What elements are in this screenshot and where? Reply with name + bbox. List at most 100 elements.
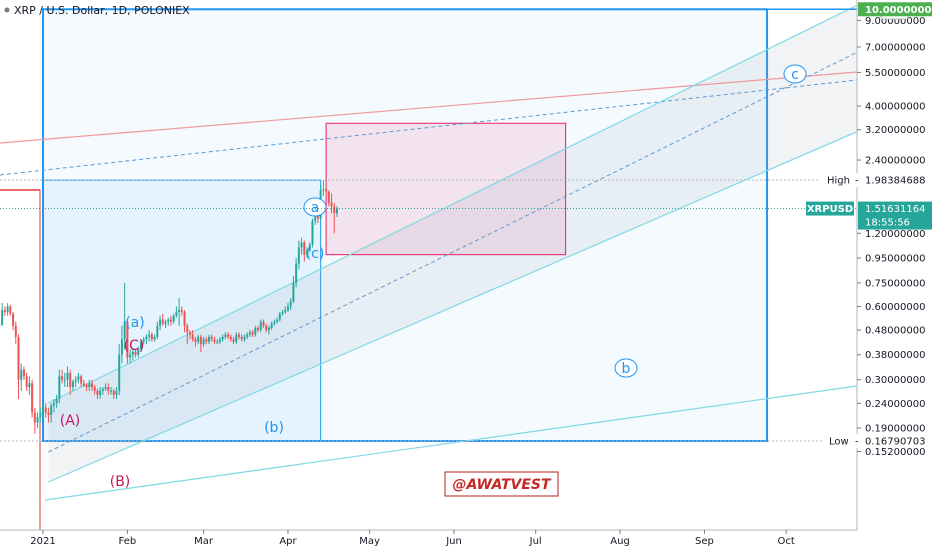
candle[interactable] [12, 311, 15, 331]
candle[interactable] [243, 334, 246, 342]
candle[interactable] [134, 349, 137, 358]
candle[interactable] [164, 319, 167, 328]
candle[interactable] [25, 372, 28, 391]
candle[interactable] [197, 334, 200, 345]
candle[interactable] [278, 311, 281, 322]
candle[interactable] [93, 385, 96, 395]
candle[interactable] [188, 330, 191, 340]
candle[interactable] [330, 193, 333, 214]
candle[interactable] [178, 298, 181, 326]
candle[interactable] [47, 407, 50, 423]
candle[interactable] [145, 334, 148, 345]
candle[interactable] [101, 387, 104, 395]
candle[interactable] [66, 366, 69, 388]
candle[interactable] [104, 383, 107, 391]
candle[interactable] [71, 379, 74, 391]
candle[interactable] [115, 387, 118, 399]
candle[interactable] [240, 334, 243, 342]
candle[interactable] [251, 330, 254, 337]
wave-label-minor-C[interactable]: (C) [124, 338, 145, 354]
lower-trend-line[interactable] [44, 385, 857, 501]
candle[interactable] [295, 257, 298, 288]
candle[interactable] [142, 336, 145, 345]
candle[interactable] [120, 325, 123, 364]
wave-label-minor-B[interactable]: (B) [110, 474, 131, 490]
price-axis[interactable]: 20.0000000016.0000000012.000000009.00000… [806, 0, 932, 550]
candle[interactable] [322, 180, 325, 197]
candle[interactable] [216, 339, 219, 345]
candle[interactable] [284, 306, 287, 314]
candle[interactable] [74, 376, 77, 388]
channel-upper-line[interactable] [48, 0, 867, 404]
candle[interactable] [281, 310, 284, 316]
wave-label-sub-c[interactable]: (c) [306, 246, 325, 262]
candle[interactable] [131, 349, 134, 361]
candle[interactable] [28, 376, 31, 395]
candle[interactable] [63, 372, 66, 388]
candle[interactable] [194, 336, 197, 347]
plot-area[interactable]: a b c (a) (b) (c) (A) (B) (C) @AWATVEST [0, 0, 868, 530]
candle[interactable] [14, 321, 17, 345]
candle[interactable] [9, 304, 12, 316]
candle[interactable] [153, 334, 156, 342]
candle[interactable] [300, 237, 303, 255]
candle[interactable] [286, 303, 289, 312]
candle[interactable] [169, 315, 172, 326]
candle[interactable] [161, 313, 164, 326]
candle[interactable] [99, 387, 102, 399]
candle[interactable] [126, 319, 129, 364]
candle[interactable] [129, 349, 132, 364]
candle[interactable] [199, 334, 202, 353]
candle[interactable] [80, 374, 83, 388]
candle[interactable] [265, 323, 268, 333]
candle[interactable] [90, 379, 93, 391]
candle[interactable] [31, 379, 34, 418]
wave-label-minor-A[interactable]: (A) [60, 413, 81, 429]
candle[interactable] [308, 242, 311, 253]
candle[interactable] [221, 334, 224, 342]
candle[interactable] [20, 363, 23, 391]
channel-median-line[interactable] [48, 47, 867, 453]
candle[interactable] [82, 379, 85, 388]
candle[interactable] [205, 336, 208, 345]
big-cycle-box[interactable] [42, 8, 769, 443]
candle[interactable] [50, 403, 53, 423]
candle[interactable] [208, 334, 211, 345]
candle[interactable] [333, 202, 336, 234]
candle[interactable] [254, 325, 257, 337]
candle[interactable] [297, 240, 300, 270]
candle[interactable] [44, 403, 47, 418]
candle[interactable] [229, 334, 232, 342]
candle[interactable] [191, 330, 194, 342]
candle[interactable] [148, 330, 151, 342]
candle[interactable] [3, 306, 6, 316]
candle[interactable] [58, 369, 61, 404]
candle[interactable] [55, 394, 58, 408]
candle[interactable] [273, 319, 276, 326]
candle[interactable] [246, 332, 249, 340]
candle[interactable] [139, 339, 142, 353]
candle[interactable] [210, 334, 213, 342]
candle[interactable] [180, 306, 183, 316]
candle[interactable] [327, 190, 330, 207]
candle[interactable] [112, 388, 115, 399]
candle[interactable] [224, 332, 227, 340]
channel-lower-line[interactable] [48, 127, 867, 483]
candle[interactable] [257, 325, 260, 333]
candle[interactable] [175, 306, 178, 318]
candle[interactable] [232, 336, 235, 345]
wave-label-big-c[interactable]: c [783, 64, 807, 84]
candle[interactable] [36, 412, 39, 428]
candle[interactable] [77, 372, 80, 384]
candle[interactable] [289, 298, 292, 311]
candle[interactable] [1, 303, 4, 326]
candle[interactable] [311, 218, 314, 248]
candle[interactable] [325, 184, 328, 197]
wave-label-sub-b[interactable]: (b) [264, 420, 284, 436]
candle[interactable] [6, 303, 9, 316]
projection-box[interactable] [325, 122, 567, 256]
candle[interactable] [259, 319, 262, 333]
candle[interactable] [303, 240, 306, 262]
candle[interactable] [270, 321, 273, 331]
candle[interactable] [227, 332, 230, 340]
